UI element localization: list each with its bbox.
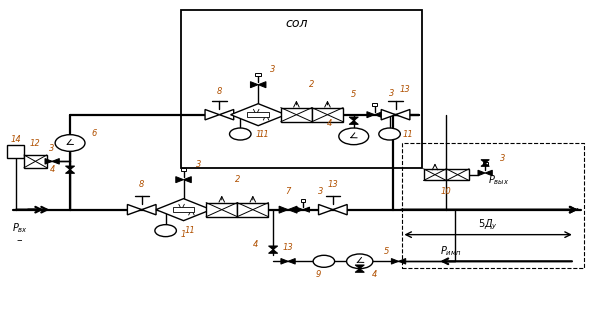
Text: 9: 9 bbox=[315, 270, 320, 279]
Polygon shape bbox=[65, 166, 74, 170]
Polygon shape bbox=[250, 82, 258, 88]
Text: 14: 14 bbox=[10, 135, 21, 144]
Circle shape bbox=[379, 128, 400, 140]
Polygon shape bbox=[156, 199, 211, 221]
Polygon shape bbox=[176, 177, 184, 183]
Text: 6: 6 bbox=[91, 128, 97, 137]
Polygon shape bbox=[481, 163, 490, 166]
Circle shape bbox=[313, 255, 335, 267]
Bar bbox=[482, 162, 488, 165]
Polygon shape bbox=[349, 117, 358, 121]
Circle shape bbox=[155, 225, 176, 237]
Text: 3: 3 bbox=[500, 154, 506, 163]
Text: 3: 3 bbox=[389, 88, 394, 97]
Text: 4: 4 bbox=[49, 165, 55, 174]
Polygon shape bbox=[65, 170, 74, 173]
Polygon shape bbox=[220, 110, 234, 120]
Bar bbox=[247, 112, 269, 117]
Text: 8: 8 bbox=[217, 87, 222, 96]
Text: $5Д_у$: $5Д_у$ bbox=[478, 217, 498, 232]
Polygon shape bbox=[184, 177, 191, 183]
Polygon shape bbox=[485, 170, 493, 176]
Polygon shape bbox=[45, 159, 52, 164]
Polygon shape bbox=[478, 170, 485, 176]
Text: 4: 4 bbox=[327, 119, 332, 128]
Text: 5: 5 bbox=[351, 90, 356, 99]
Text: 13: 13 bbox=[283, 244, 293, 252]
Text: 3: 3 bbox=[196, 160, 201, 169]
Polygon shape bbox=[205, 110, 220, 120]
Bar bbox=[312, 108, 343, 122]
Text: 5: 5 bbox=[384, 247, 389, 256]
Polygon shape bbox=[319, 204, 333, 215]
Text: –: – bbox=[16, 235, 22, 245]
Polygon shape bbox=[381, 110, 395, 120]
Polygon shape bbox=[269, 250, 278, 253]
Polygon shape bbox=[258, 82, 266, 88]
Text: $P_{имп}$: $P_{имп}$ bbox=[440, 244, 462, 258]
Bar bbox=[237, 203, 268, 217]
Polygon shape bbox=[355, 265, 364, 269]
Text: 1: 1 bbox=[256, 130, 261, 139]
Polygon shape bbox=[288, 206, 297, 213]
Text: 3: 3 bbox=[271, 65, 276, 74]
Polygon shape bbox=[367, 112, 374, 118]
Circle shape bbox=[347, 254, 373, 269]
Text: $P_{вх}$: $P_{вх}$ bbox=[12, 221, 28, 235]
Text: 2: 2 bbox=[235, 175, 240, 184]
Bar bbox=[7, 145, 24, 158]
Text: 13: 13 bbox=[399, 85, 410, 94]
Polygon shape bbox=[333, 204, 347, 215]
Bar bbox=[301, 199, 305, 202]
Text: 12: 12 bbox=[30, 138, 41, 148]
Bar bbox=[424, 169, 446, 180]
Text: 4: 4 bbox=[253, 240, 258, 249]
Polygon shape bbox=[281, 258, 288, 264]
Bar bbox=[446, 169, 469, 180]
Bar bbox=[206, 203, 237, 217]
Bar bbox=[401, 143, 584, 268]
Circle shape bbox=[55, 135, 85, 151]
Polygon shape bbox=[355, 269, 364, 272]
Bar bbox=[181, 10, 422, 168]
Polygon shape bbox=[127, 204, 142, 215]
Text: 4: 4 bbox=[372, 270, 377, 279]
Text: $P_{вых}$: $P_{вых}$ bbox=[488, 173, 509, 186]
Polygon shape bbox=[349, 121, 358, 124]
Polygon shape bbox=[230, 104, 286, 126]
Polygon shape bbox=[481, 160, 490, 163]
Polygon shape bbox=[395, 110, 410, 120]
Circle shape bbox=[230, 128, 251, 140]
Polygon shape bbox=[303, 207, 310, 212]
Text: 1: 1 bbox=[181, 230, 186, 239]
Polygon shape bbox=[52, 159, 59, 164]
Polygon shape bbox=[142, 204, 156, 215]
Polygon shape bbox=[269, 246, 278, 250]
Text: 11: 11 bbox=[259, 130, 269, 139]
Text: 3: 3 bbox=[318, 187, 323, 196]
Polygon shape bbox=[288, 258, 295, 264]
Text: 8: 8 bbox=[139, 180, 145, 189]
Text: 7: 7 bbox=[286, 187, 291, 196]
Text: 11: 11 bbox=[402, 130, 413, 139]
Bar bbox=[256, 73, 261, 76]
Polygon shape bbox=[391, 258, 398, 264]
Text: 11: 11 bbox=[184, 226, 195, 235]
Bar bbox=[372, 102, 377, 106]
Bar bbox=[24, 155, 47, 168]
Polygon shape bbox=[296, 207, 303, 212]
Polygon shape bbox=[279, 206, 288, 213]
Polygon shape bbox=[398, 258, 406, 264]
Text: 3: 3 bbox=[49, 143, 55, 153]
Bar bbox=[173, 207, 194, 212]
Text: 2: 2 bbox=[309, 80, 314, 89]
Text: 13: 13 bbox=[328, 180, 338, 189]
Circle shape bbox=[339, 128, 368, 145]
Text: 10: 10 bbox=[441, 187, 452, 196]
Polygon shape bbox=[374, 112, 382, 118]
Bar bbox=[181, 168, 186, 171]
Text: сол: сол bbox=[286, 16, 308, 30]
Bar bbox=[281, 108, 312, 122]
